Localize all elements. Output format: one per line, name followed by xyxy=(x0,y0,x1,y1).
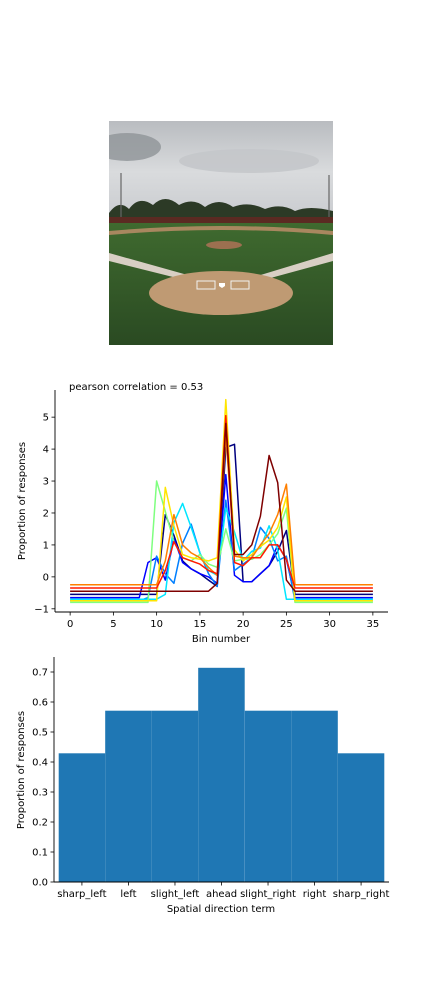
y-tick-label: 1 xyxy=(43,540,49,551)
y-ticks: 0.0 0.1 0.2 0.3 0.4 0.5 0.6 0.7 xyxy=(32,668,54,889)
y-tick-label: 3 xyxy=(43,477,49,488)
batters-box-right xyxy=(230,280,250,290)
x-tick-label: slight_left xyxy=(151,889,200,900)
bar-ahead xyxy=(198,667,245,882)
home-plate-dirt xyxy=(149,271,293,315)
series-line-5 xyxy=(70,480,373,604)
y-tick-label: 0.7 xyxy=(32,668,48,679)
bar-left xyxy=(105,710,152,882)
y-tick-label: 0.0 xyxy=(32,878,48,889)
pitchers-mound xyxy=(206,241,242,249)
x-tick-label: 5 xyxy=(110,619,116,630)
bars-group xyxy=(58,667,385,882)
bar-slight_left xyxy=(151,710,199,882)
x-ticks: sharp_left left slight_left ahead slight_rig… xyxy=(57,882,389,900)
x-axis-label: Bin number xyxy=(192,634,251,645)
y-tick-label: 0.6 xyxy=(32,698,48,709)
x-tick-label: left xyxy=(120,889,136,900)
x-tick-label: ahead xyxy=(206,889,237,900)
y-axis-label: Proportion of responses xyxy=(17,442,28,560)
outfield-fence xyxy=(109,217,333,223)
x-tick-label: 10 xyxy=(150,619,163,630)
series-line-2 xyxy=(70,473,373,599)
bar-sharp_left xyxy=(58,753,106,882)
y-tick-label: 4 xyxy=(43,445,49,456)
y-tick-label: 0.3 xyxy=(32,788,48,799)
series-line-6 xyxy=(70,398,373,602)
bar-slight_right xyxy=(244,710,292,882)
y-axis-label: Proportion of responses xyxy=(16,711,27,829)
cloud xyxy=(109,133,161,161)
baseball-field-photo xyxy=(109,121,333,345)
x-ticks: 0 5 10 15 20 25 30 35 xyxy=(67,612,379,630)
y-tick-label: 0.1 xyxy=(32,848,48,859)
x-tick-label: 15 xyxy=(194,619,207,630)
y-tick-label: 0.5 xyxy=(32,728,48,739)
warning-track xyxy=(109,226,333,235)
series-group xyxy=(70,398,373,604)
x-tick-label: 20 xyxy=(237,619,250,630)
x-tick-label: sharp_left xyxy=(57,889,106,900)
x-tick-label: 0 xyxy=(67,619,73,630)
y-tick-label: 2 xyxy=(43,508,49,519)
y-tick-label: 5 xyxy=(43,413,49,424)
x-tick-label: 35 xyxy=(366,619,379,630)
y-tick-label: −1 xyxy=(34,604,49,615)
chart-title: pearson correlation = 0.53 xyxy=(69,382,203,393)
y-ticks: −1 0 1 2 3 4 5 xyxy=(34,413,55,615)
y-tick-label: 0 xyxy=(43,572,49,583)
home-plate xyxy=(219,283,225,288)
batters-box-left xyxy=(196,280,216,290)
x-tick-label: 30 xyxy=(323,619,336,630)
bar-right xyxy=(291,710,338,882)
x-tick-label: 25 xyxy=(280,619,293,630)
bar-sharp_right xyxy=(337,753,385,882)
x-tick-label: right xyxy=(303,889,327,900)
series-line-4 xyxy=(70,502,373,600)
bar-chart: sharp_left left slight_left ahead slight_rig… xyxy=(16,657,389,915)
series-line-9 xyxy=(70,422,373,592)
y-tick-label: 0.2 xyxy=(32,818,48,829)
cloud xyxy=(179,149,319,173)
line-chart: 0 5 10 15 20 25 30 35 −1 0 1 2 3 4 5 pearson correlat… xyxy=(17,382,388,645)
x-tick-label: sharp_right xyxy=(333,889,390,900)
x-tick-label: slight_right xyxy=(240,889,296,900)
y-tick-label: 0.4 xyxy=(32,758,48,769)
x-axis-label: Spatial direction term xyxy=(167,904,275,915)
